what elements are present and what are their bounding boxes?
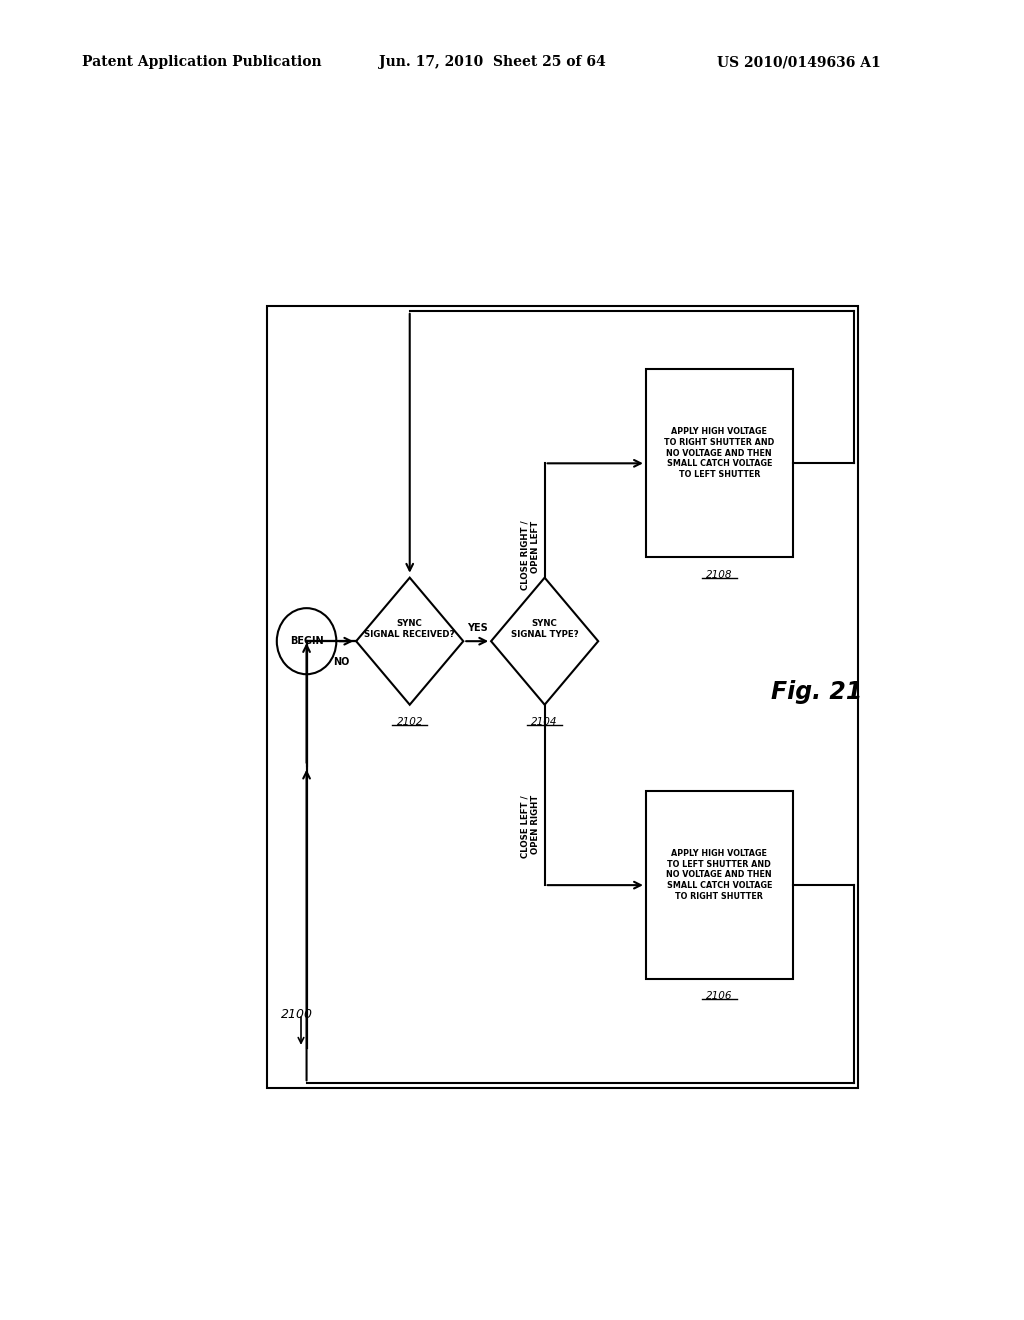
Text: Fig. 21: Fig. 21 xyxy=(771,680,862,704)
Text: 2108: 2108 xyxy=(706,569,732,579)
Text: US 2010/0149636 A1: US 2010/0149636 A1 xyxy=(717,55,881,70)
Text: APPLY HIGH VOLTAGE
TO LEFT SHUTTER AND
NO VOLTAGE AND THEN
SMALL CATCH VOLTAGE
T: APPLY HIGH VOLTAGE TO LEFT SHUTTER AND N… xyxy=(667,849,772,902)
Text: 2100: 2100 xyxy=(282,1007,313,1020)
Text: APPLY HIGH VOLTAGE
TO RIGHT SHUTTER AND
NO VOLTAGE AND THEN
SMALL CATCH VOLTAGE
: APPLY HIGH VOLTAGE TO RIGHT SHUTTER AND … xyxy=(665,428,774,479)
Text: YES: YES xyxy=(467,623,487,634)
Text: CLOSE RIGHT /
OPEN LEFT: CLOSE RIGHT / OPEN LEFT xyxy=(520,520,540,590)
Text: Jun. 17, 2010  Sheet 25 of 64: Jun. 17, 2010 Sheet 25 of 64 xyxy=(379,55,605,70)
Text: NO: NO xyxy=(334,656,350,667)
Text: 2106: 2106 xyxy=(706,991,732,1002)
Text: BEGIN: BEGIN xyxy=(290,636,324,647)
Text: SYNC
SIGNAL RECEIVED?: SYNC SIGNAL RECEIVED? xyxy=(365,619,455,639)
Text: 2104: 2104 xyxy=(531,717,558,727)
Bar xyxy=(646,370,793,557)
Ellipse shape xyxy=(276,609,336,675)
Polygon shape xyxy=(356,578,463,705)
Polygon shape xyxy=(492,578,598,705)
Bar xyxy=(267,306,858,1089)
Text: SYNC
SIGNAL TYPE?: SYNC SIGNAL TYPE? xyxy=(511,619,579,639)
Bar xyxy=(646,791,793,979)
Text: Patent Application Publication: Patent Application Publication xyxy=(82,55,322,70)
Text: CLOSE LEFT /
OPEN RIGHT: CLOSE LEFT / OPEN RIGHT xyxy=(520,795,540,858)
Text: 2102: 2102 xyxy=(396,717,423,727)
